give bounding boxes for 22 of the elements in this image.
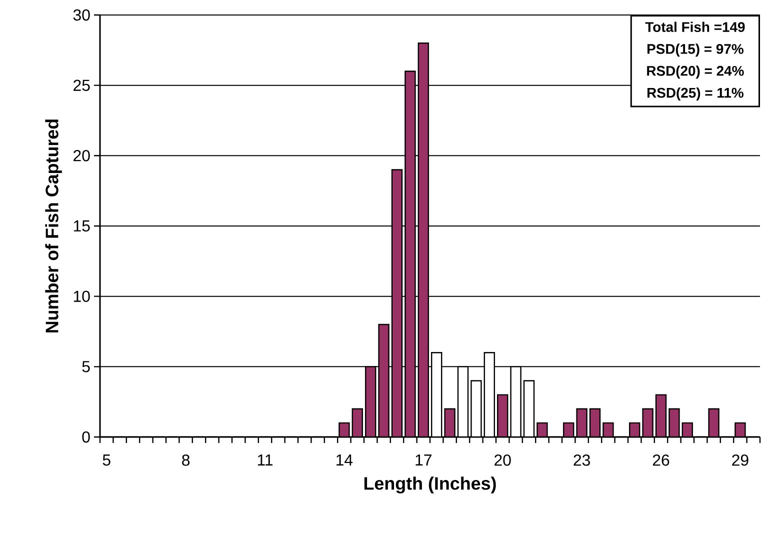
- x-tick-label: 17: [416, 454, 432, 466]
- annotation: RSD(25) = 11%: [647, 87, 744, 100]
- x-tick-label: 5: [102, 454, 110, 466]
- x-tick-label: 14: [336, 454, 353, 466]
- x-tick-label: 8: [182, 454, 190, 466]
- annotation: Total Fish =149: [645, 22, 745, 32]
- x-tick-label: 29: [732, 454, 748, 466]
- x-tick-label: 26: [652, 454, 670, 466]
- y-tick-label: 20: [74, 150, 90, 162]
- x-tick-label: 20: [494, 454, 511, 466]
- y-tick-label: 5: [82, 361, 90, 372]
- y-axis-title: Number of Fish Captured: [45, 120, 62, 332]
- y-tick-label: 10: [74, 290, 90, 302]
- y-tick-label: 30: [73, 9, 90, 21]
- y-tick-label: 15: [74, 220, 90, 232]
- annotation: RSD(20) = 24%: [647, 66, 744, 79]
- x-tick-label: 11: [258, 454, 272, 466]
- annotation: PSD(15) = 97%: [647, 44, 744, 57]
- x-axis-title: Length (Inches): [364, 476, 496, 494]
- x-tick-label: 23: [574, 454, 590, 466]
- y-tick-label: 25: [74, 80, 90, 91]
- y-tick-label: 0: [82, 431, 90, 443]
